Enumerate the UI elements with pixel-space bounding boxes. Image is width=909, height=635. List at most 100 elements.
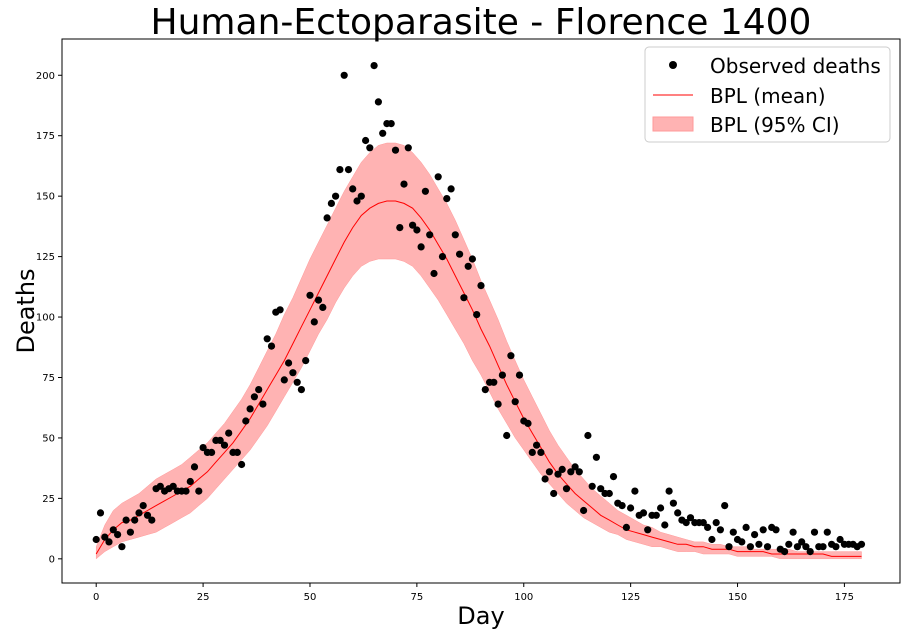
observed-point bbox=[742, 523, 750, 532]
legend-patch-ci bbox=[652, 116, 694, 132]
observed-point bbox=[199, 444, 207, 452]
x-tick-label: 125 bbox=[621, 592, 640, 603]
observed-point bbox=[336, 166, 344, 174]
observed-point bbox=[550, 489, 558, 498]
x-axis-label: Day bbox=[457, 602, 504, 630]
observed-point bbox=[216, 436, 224, 444]
observed-point bbox=[785, 540, 793, 548]
legend-label-ci: BPL (95% CI) bbox=[710, 113, 840, 137]
observed-point bbox=[708, 535, 716, 544]
observed-point bbox=[819, 543, 827, 551]
observed-point bbox=[242, 417, 250, 425]
observed-point bbox=[238, 460, 246, 469]
observed-point bbox=[545, 468, 554, 476]
observed-point bbox=[246, 405, 254, 413]
observed-point bbox=[682, 519, 690, 527]
observed-point bbox=[490, 378, 498, 386]
y-tick-label: 200 bbox=[36, 71, 55, 82]
observed-point bbox=[169, 482, 177, 490]
observed-point bbox=[323, 214, 331, 222]
x-tick-label: 25 bbox=[197, 592, 210, 603]
observed-point bbox=[109, 526, 117, 534]
observed-point bbox=[588, 482, 596, 490]
observed-point bbox=[494, 400, 502, 408]
observed-point bbox=[366, 144, 374, 152]
x-tick-label: 100 bbox=[514, 592, 533, 603]
observed-point bbox=[528, 448, 536, 456]
x-tick-label: 150 bbox=[728, 592, 747, 603]
observed-point bbox=[704, 523, 712, 532]
x-tick-label: 175 bbox=[835, 592, 854, 603]
observed-point bbox=[148, 516, 156, 524]
observed-point bbox=[836, 535, 844, 544]
y-tick-label: 0 bbox=[49, 554, 55, 565]
observed-point bbox=[857, 540, 866, 548]
observed-point bbox=[438, 253, 447, 261]
legend: Observed deaths BPL (mean) BPL (95% CI) bbox=[644, 46, 891, 143]
observed-point bbox=[755, 540, 763, 548]
observed-point bbox=[126, 528, 134, 536]
y-tick-label: 100 bbox=[36, 313, 55, 324]
observed-points-layer bbox=[92, 62, 866, 556]
observed-point bbox=[503, 431, 511, 440]
observed-point bbox=[319, 303, 327, 311]
observed-point bbox=[122, 516, 130, 524]
observed-point bbox=[802, 543, 810, 551]
ci-band bbox=[95, 142, 862, 560]
observed-point bbox=[310, 318, 318, 326]
observed-point bbox=[798, 538, 806, 546]
observed-point bbox=[746, 543, 755, 551]
observed-point bbox=[669, 499, 678, 507]
observed-point bbox=[477, 282, 485, 290]
observed-point bbox=[353, 197, 361, 205]
observed-point bbox=[190, 463, 199, 471]
y-axis-label: Deaths bbox=[12, 268, 40, 353]
ci-band-layer bbox=[95, 142, 862, 560]
observed-point bbox=[105, 538, 113, 546]
x-tick-label: 0 bbox=[93, 592, 99, 603]
x-tick-label: 75 bbox=[411, 592, 424, 603]
axes-frame bbox=[61, 38, 901, 584]
observed-point bbox=[285, 359, 293, 367]
observed-point bbox=[562, 485, 571, 493]
observed-point bbox=[511, 398, 519, 406]
observed-point bbox=[327, 199, 335, 207]
observed-point bbox=[250, 393, 258, 401]
observed-point bbox=[139, 502, 147, 510]
legend-box bbox=[644, 46, 891, 143]
observed-point bbox=[759, 526, 767, 534]
observed-point bbox=[631, 487, 639, 495]
observed-point bbox=[404, 144, 412, 152]
observed-point bbox=[699, 519, 707, 527]
observed-point bbox=[609, 473, 618, 481]
chart-title: Human-Ectoparasite - Florence 1400 bbox=[151, 2, 812, 43]
observed-point bbox=[622, 523, 631, 532]
observed-point bbox=[721, 502, 729, 510]
observed-point bbox=[793, 543, 802, 551]
observed-point bbox=[92, 535, 100, 544]
observed-point bbox=[101, 533, 109, 541]
y-tick-label: 150 bbox=[36, 192, 55, 203]
y-axis: 0 25 50 75 100 125 150 175 200 bbox=[36, 71, 62, 565]
observed-point bbox=[592, 453, 601, 461]
observed-point bbox=[580, 506, 588, 515]
observed-point bbox=[537, 448, 545, 456]
observed-point bbox=[451, 231, 459, 239]
observed-point bbox=[409, 221, 417, 229]
observed-point bbox=[374, 98, 382, 106]
observed-point bbox=[255, 386, 263, 394]
observed-point bbox=[567, 468, 575, 476]
observed-point bbox=[571, 463, 579, 471]
observed-point bbox=[464, 262, 472, 270]
observed-point bbox=[657, 504, 665, 512]
observed-point bbox=[289, 369, 297, 377]
observed-point bbox=[263, 335, 271, 343]
observed-point bbox=[443, 195, 451, 203]
observed-point bbox=[387, 120, 395, 128]
observed-point bbox=[674, 509, 682, 517]
observed-point bbox=[772, 526, 780, 534]
observed-point bbox=[481, 386, 489, 394]
y-tick-label: 175 bbox=[36, 131, 55, 142]
observed-point bbox=[114, 531, 122, 539]
